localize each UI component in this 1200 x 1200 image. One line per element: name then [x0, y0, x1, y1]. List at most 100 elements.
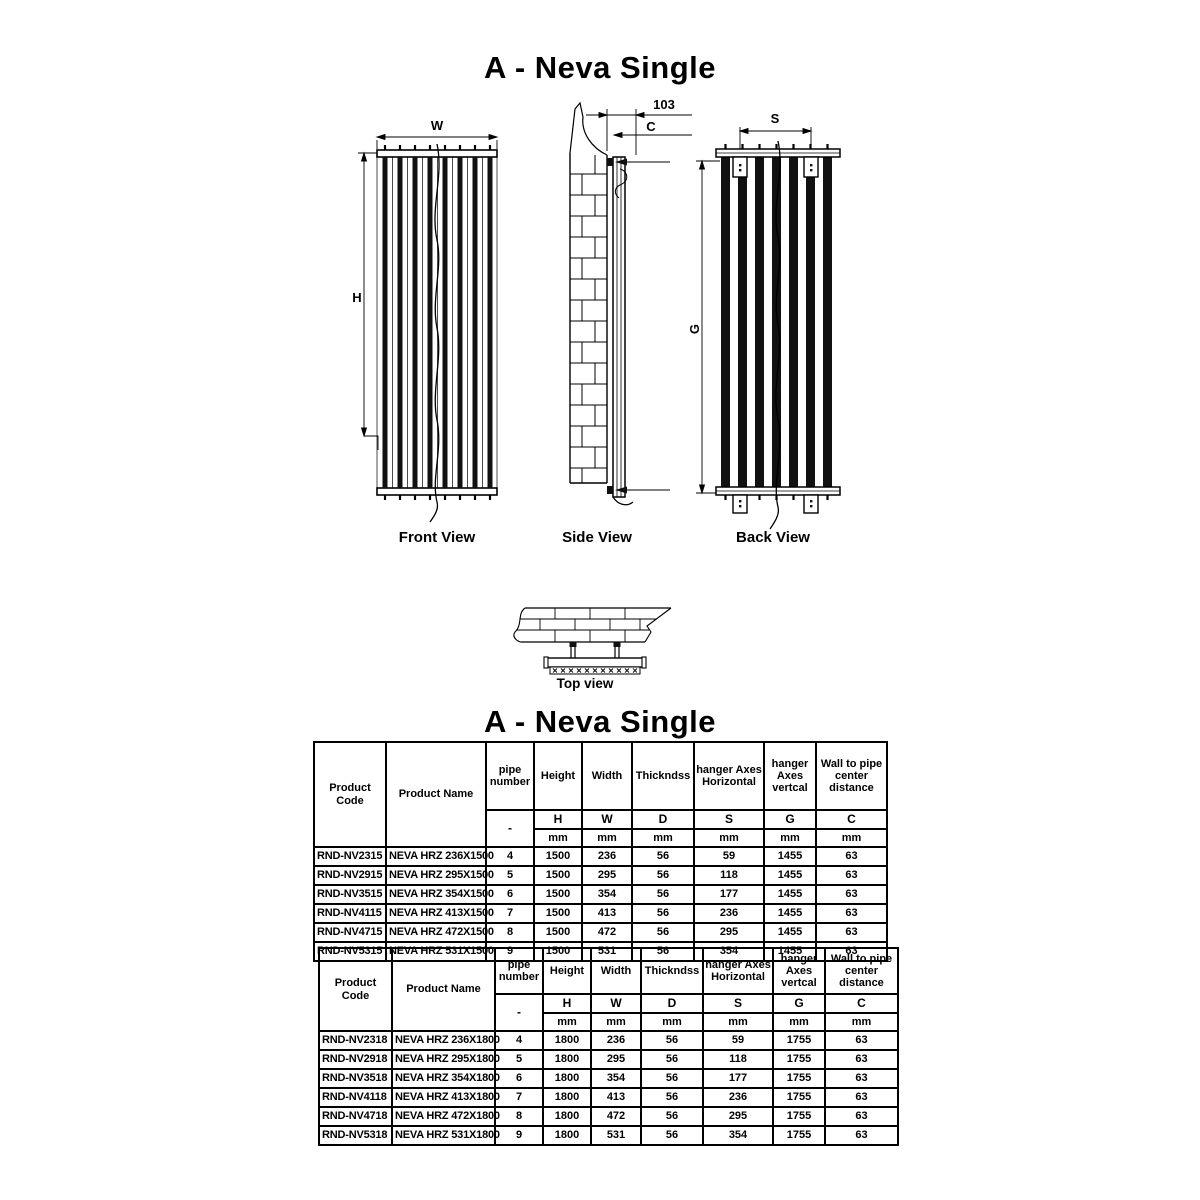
side-view-label: Side View: [562, 529, 632, 546]
col-header-height: Height: [533, 741, 583, 811]
pipe-number-cell: 8: [494, 1106, 544, 1127]
table-row: RND-NV4115 NEVA HRZ 413X1500 7 1500 413 56 236…: [313, 903, 888, 924]
product-name-cell: NEVA HRZ 354X1800: [391, 1068, 500, 1089]
table-section-title: A - Neva Single: [483, 704, 717, 739]
symbol-c: C: [824, 993, 899, 1014]
hanger-bracket: [732, 156, 819, 514]
pipe-number-cell: 4: [494, 1030, 544, 1051]
pipe-number-cell: 9: [494, 1125, 544, 1146]
width-cell: 354: [590, 1068, 642, 1089]
thickness-cell: 56: [631, 903, 695, 924]
symbol-d: D: [631, 809, 695, 830]
unit-cell: mm: [640, 1012, 704, 1032]
unit-cell: mm: [824, 1012, 899, 1032]
spec-table-1800: Product Code Product Name pipe number He…: [318, 947, 899, 1146]
product-code-cell: RND-NV4115: [313, 903, 387, 924]
table-row: RND-NV4715 NEVA HRZ 472X1500 8 1500 472 56 295…: [313, 922, 888, 943]
pipe-number-cell: 5: [494, 1049, 544, 1070]
symbol-w: W: [590, 993, 642, 1014]
dimension-w: W: [375, 118, 499, 149]
top-view-label: Top view: [556, 676, 614, 691]
page-title: A - Neva Single: [483, 50, 717, 85]
product-name-cell: NEVA HRZ 531X1800: [391, 1125, 500, 1146]
pipe-number-cell: 5: [485, 865, 535, 886]
pipe-number-cell: 6: [485, 884, 535, 905]
unit-cell: mm: [590, 1012, 642, 1032]
mounting-brackets: [569, 642, 621, 658]
col-header-hanger-horizontal: hanger Axes Horizontal: [702, 947, 774, 995]
wall-distance-cell: 63: [815, 846, 888, 867]
radiator-pipes: [382, 157, 493, 488]
product-name-cell: NEVA HRZ 472X1500: [385, 922, 494, 943]
symbol-h: H: [542, 993, 592, 1014]
height-cell: 1500: [533, 846, 583, 867]
wall-distance-cell: 63: [824, 1030, 899, 1051]
col-header-wall-distance: Wall to pipe center distance: [824, 947, 899, 995]
hanger-vertical-cell: 1755: [772, 1106, 826, 1127]
thickness-cell: 56: [640, 1030, 704, 1051]
thickness-cell: 56: [640, 1087, 704, 1108]
width-cell: 472: [581, 922, 633, 943]
col-header-width: Width: [581, 741, 633, 811]
dimension-g: G: [687, 159, 720, 495]
spec-table-1500: Product Code Product Name pipe number He…: [313, 741, 888, 962]
product-code-cell: RND-NV5318: [318, 1125, 393, 1146]
dim-label-c: C: [646, 119, 656, 134]
front-view-drawing: W H: [352, 118, 499, 523]
top-hanger-bracket: [607, 158, 670, 199]
break-wave-line: [769, 140, 781, 530]
front-view-label: Front View: [398, 529, 476, 546]
product-code-cell: RND-NV3518: [318, 1068, 393, 1089]
hanger-vertical-cell: 1755: [772, 1030, 826, 1051]
pipe-end-ticks: [383, 145, 492, 500]
product-name-cell: NEVA HRZ 295X1800: [391, 1049, 500, 1070]
col-header-thickness: Thickndss: [640, 947, 704, 995]
table-row: RND-NV2315 NEVA HRZ 236X1500 4 1500 236 56 59 1…: [313, 846, 888, 867]
width-cell: 413: [581, 903, 633, 924]
unit-cell: mm: [763, 828, 817, 848]
height-cell: 1800: [542, 1068, 592, 1089]
dim-label-h: H: [352, 290, 361, 305]
wall-distance-cell: 63: [824, 1125, 899, 1146]
wall-distance-cell: 63: [815, 903, 888, 924]
dim-label-w: W: [431, 118, 444, 133]
bottom-hanger-bracket: [607, 486, 670, 506]
width-cell: 295: [581, 865, 633, 886]
col-header-hanger-vertical: hanger Axes vertcal: [763, 741, 817, 811]
symbol-dash: -: [485, 809, 535, 848]
pipe-number-cell: 4: [485, 846, 535, 867]
hanger-horizontal-cell: 177: [702, 1068, 774, 1089]
product-name-cell: NEVA HRZ 413X1800: [391, 1087, 500, 1108]
unit-cell: mm: [581, 828, 633, 848]
table-row: RND-NV2918 NEVA HRZ 295X1800 5 1800 295 56 118…: [318, 1049, 899, 1070]
dimension-s: S: [738, 111, 813, 149]
unit-cell: mm: [702, 1012, 774, 1032]
product-name-cell: NEVA HRZ 236X1500: [385, 846, 494, 867]
unit-cell: mm: [533, 828, 583, 848]
col-header-width: Width: [590, 947, 642, 995]
top-view-drawing: [513, 607, 672, 675]
width-cell: 413: [590, 1087, 642, 1108]
height-cell: 1800: [542, 1087, 592, 1108]
col-header-product-code: Product Code: [313, 741, 387, 848]
thickness-cell: 56: [640, 1106, 704, 1127]
dimension-c: C: [612, 119, 692, 139]
hanger-horizontal-cell: 354: [702, 1125, 774, 1146]
thickness-cell: 56: [640, 1125, 704, 1146]
wall-bricks: [513, 607, 672, 643]
hanger-horizontal-cell: 236: [702, 1087, 774, 1108]
col-header-hanger-horizontal: hanger Axes Horizontal: [693, 741, 765, 811]
dim-label-s: S: [771, 111, 780, 126]
table-row: RND-NV2915 NEVA HRZ 295X1500 5 1500 295 56 118…: [313, 865, 888, 886]
thickness-cell: 56: [631, 922, 695, 943]
product-name-cell: NEVA HRZ 354X1500: [385, 884, 494, 905]
pipe-number-cell: 7: [485, 903, 535, 924]
width-cell: 354: [581, 884, 633, 905]
dimension-103: 103: [586, 97, 692, 155]
hanger-vertical-cell: 1755: [772, 1125, 826, 1146]
unit-cell: mm: [772, 1012, 826, 1032]
product-code-cell: RND-NV4718: [318, 1106, 393, 1127]
product-code-cell: RND-NV2915: [313, 865, 387, 886]
side-view-drawing: 103 C: [569, 97, 692, 506]
